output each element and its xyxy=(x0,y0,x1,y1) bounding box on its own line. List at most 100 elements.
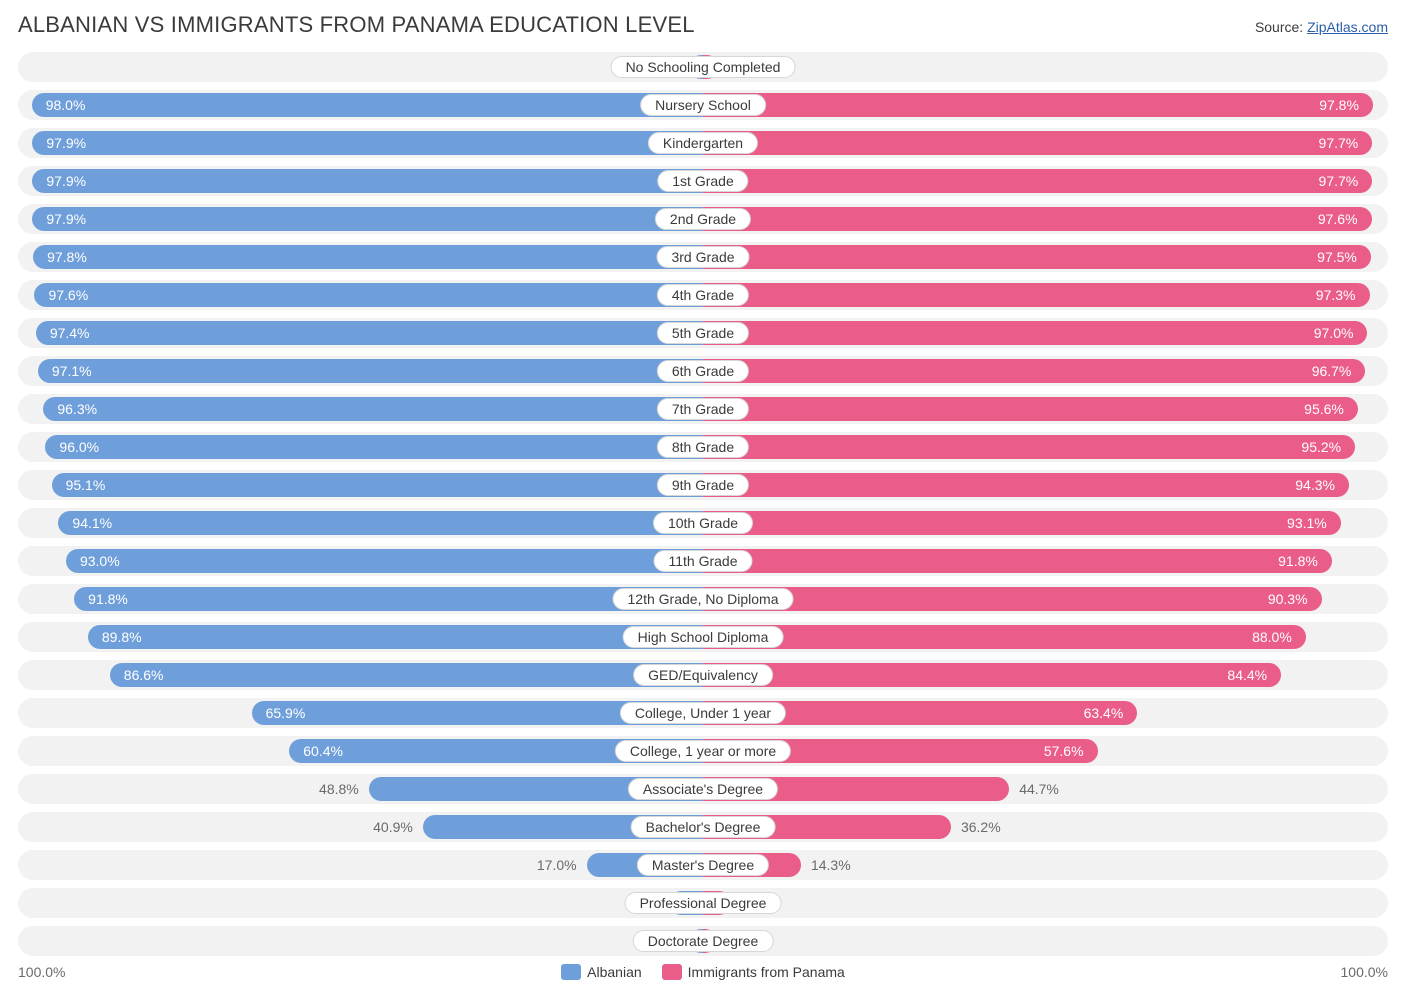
legend-item-panama: Immigrants from Panama xyxy=(662,964,845,980)
chart-row: 96.3%95.6%7th Grade xyxy=(18,394,1388,424)
bar-right: 84.4% xyxy=(703,663,1281,687)
category-label: 11th Grade xyxy=(653,550,752,572)
chart-row: 91.8%90.3%12th Grade, No Diploma xyxy=(18,584,1388,614)
category-label: 4th Grade xyxy=(657,284,749,306)
chart-row: 96.0%95.2%8th Grade xyxy=(18,432,1388,462)
category-label: Doctorate Degree xyxy=(633,930,774,952)
category-label: College, 1 year or more xyxy=(615,740,791,762)
bar-left: 96.3% xyxy=(43,397,703,421)
legend-label-panama: Immigrants from Panama xyxy=(688,964,845,980)
bar-left: 89.8% xyxy=(88,625,703,649)
bar-left: 97.9% xyxy=(32,207,703,231)
chart-row: 17.0%14.3%Master's Degree xyxy=(18,850,1388,880)
bar-right: 94.3% xyxy=(703,473,1349,497)
chart-row: 97.9%97.7%1st Grade xyxy=(18,166,1388,196)
bar-right-value: 44.7% xyxy=(1009,781,1059,797)
bar-left: 97.1% xyxy=(38,359,703,383)
chart-row: 97.1%96.7%6th Grade xyxy=(18,356,1388,386)
category-label: High School Diploma xyxy=(623,626,784,648)
axis-right-label: 100.0% xyxy=(1341,964,1388,980)
chart-title: ALBANIAN VS IMMIGRANTS FROM PANAMA EDUCA… xyxy=(18,12,695,38)
bar-right: 97.5% xyxy=(703,245,1371,269)
chart-row: 2.1%2.3%No Schooling Completed xyxy=(18,52,1388,82)
legend-swatch-panama xyxy=(662,964,682,980)
source-prefix: Source: xyxy=(1255,19,1307,35)
bar-left: 93.0% xyxy=(66,549,703,573)
chart-row: 95.1%94.3%9th Grade xyxy=(18,470,1388,500)
bar-right: 97.0% xyxy=(703,321,1367,345)
diverging-bar-chart: 2.1%2.3%No Schooling Completed98.0%97.8%… xyxy=(18,52,1388,956)
axis-left-label: 100.0% xyxy=(18,964,65,980)
bar-left: 91.8% xyxy=(74,587,703,611)
category-label: College, Under 1 year xyxy=(620,702,786,724)
chart-row: 97.4%97.0%5th Grade xyxy=(18,318,1388,348)
legend-label-albanian: Albanian xyxy=(587,964,642,980)
category-label: 2nd Grade xyxy=(655,208,751,230)
bar-right: 97.7% xyxy=(703,169,1372,193)
chart-row: 97.8%97.5%3rd Grade xyxy=(18,242,1388,272)
category-label: 5th Grade xyxy=(657,322,749,344)
bar-left: 97.6% xyxy=(34,283,703,307)
legend-swatch-albanian xyxy=(561,964,581,980)
category-label: Professional Degree xyxy=(625,892,782,914)
source-attribution: Source: ZipAtlas.com xyxy=(1255,19,1388,35)
chart-row: 40.9% 36.2% Bachelor's Degree xyxy=(18,812,1388,842)
category-label: No Schooling Completed xyxy=(611,56,796,78)
chart-row: 1.9%1.6%Doctorate Degree xyxy=(18,926,1388,956)
bar-right: 97.7% xyxy=(703,131,1372,155)
category-label: 8th Grade xyxy=(657,436,749,458)
bar-left-value: 40.9% xyxy=(373,819,423,835)
category-label: 1st Grade xyxy=(657,170,748,192)
bar-left: 97.8% xyxy=(33,245,703,269)
chart-row: 94.1%93.1%10th Grade xyxy=(18,508,1388,538)
bar-right: 91.8% xyxy=(703,549,1332,573)
bar-left: 95.1% xyxy=(52,473,703,497)
bar-left: 98.0% xyxy=(32,93,703,117)
chart-row: 97.9%97.6%2nd Grade xyxy=(18,204,1388,234)
bar-right-value: 36.2% xyxy=(951,819,1001,835)
bar-right: 95.6% xyxy=(703,397,1358,421)
chart-row: 86.6%84.4%GED/Equivalency xyxy=(18,660,1388,690)
category-label: 7th Grade xyxy=(657,398,749,420)
bar-right: 97.6% xyxy=(703,207,1372,231)
bar-right: 97.8% xyxy=(703,93,1373,117)
chart-footer: 100.0% Albanian Immigrants from Panama 1… xyxy=(18,964,1388,980)
bar-right-value: 14.3% xyxy=(801,857,851,873)
chart-row: 98.0%97.8%Nursery School xyxy=(18,90,1388,120)
bar-right: 96.7% xyxy=(703,359,1365,383)
category-label: Associate's Degree xyxy=(628,778,778,800)
source-link[interactable]: ZipAtlas.com xyxy=(1307,19,1388,35)
category-label: Nursery School xyxy=(640,94,766,116)
chart-row: 93.0%91.8%11th Grade xyxy=(18,546,1388,576)
bar-right: 88.0% xyxy=(703,625,1306,649)
category-label: 12th Grade, No Diploma xyxy=(613,588,794,610)
bar-left: 96.0% xyxy=(45,435,703,459)
category-label: 9th Grade xyxy=(657,474,749,496)
bar-left: 86.6% xyxy=(110,663,703,687)
category-label: 3rd Grade xyxy=(656,246,749,268)
chart-row: 4.9%4.1%Professional Degree xyxy=(18,888,1388,918)
chart-row: 97.9%97.7%Kindergarten xyxy=(18,128,1388,158)
bar-right: 95.2% xyxy=(703,435,1355,459)
category-label: 6th Grade xyxy=(657,360,749,382)
legend: Albanian Immigrants from Panama xyxy=(561,964,845,980)
category-label: 10th Grade xyxy=(653,512,753,534)
bar-left: 94.1% xyxy=(58,511,703,535)
category-label: Kindergarten xyxy=(648,132,758,154)
bar-left: 97.9% xyxy=(32,131,703,155)
bar-left: 97.9% xyxy=(32,169,703,193)
legend-item-albanian: Albanian xyxy=(561,964,642,980)
bar-left: 97.4% xyxy=(36,321,703,345)
chart-row: 89.8%88.0%High School Diploma xyxy=(18,622,1388,652)
chart-row: 65.9%63.4%College, Under 1 year xyxy=(18,698,1388,728)
category-label: Bachelor's Degree xyxy=(631,816,776,838)
chart-row: 97.6%97.3%4th Grade xyxy=(18,280,1388,310)
bar-left-value: 48.8% xyxy=(319,781,369,797)
chart-header: ALBANIAN VS IMMIGRANTS FROM PANAMA EDUCA… xyxy=(18,12,1388,38)
chart-row: 48.8% 44.7% Associate's Degree xyxy=(18,774,1388,804)
category-label: Master's Degree xyxy=(637,854,769,876)
category-label: GED/Equivalency xyxy=(633,664,773,686)
bar-right: 97.3% xyxy=(703,283,1370,307)
bar-right: 90.3% xyxy=(703,587,1322,611)
chart-row: 60.4%57.6%College, 1 year or more xyxy=(18,736,1388,766)
